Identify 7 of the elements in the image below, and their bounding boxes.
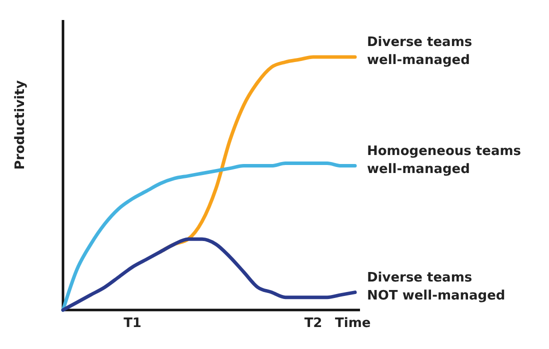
- series-label: Homogeneous teams well-managed: [367, 144, 522, 177]
- series-label: Diverse teams well-managed: [367, 35, 472, 68]
- series-label: Diverse teams NOT well-managed: [367, 270, 506, 304]
- x-axis-title: Time: [335, 316, 371, 331]
- x-tick-label: T2: [304, 316, 322, 331]
- y-axis-title: Productivity: [13, 80, 28, 170]
- x-tick-label: T1: [124, 316, 142, 331]
